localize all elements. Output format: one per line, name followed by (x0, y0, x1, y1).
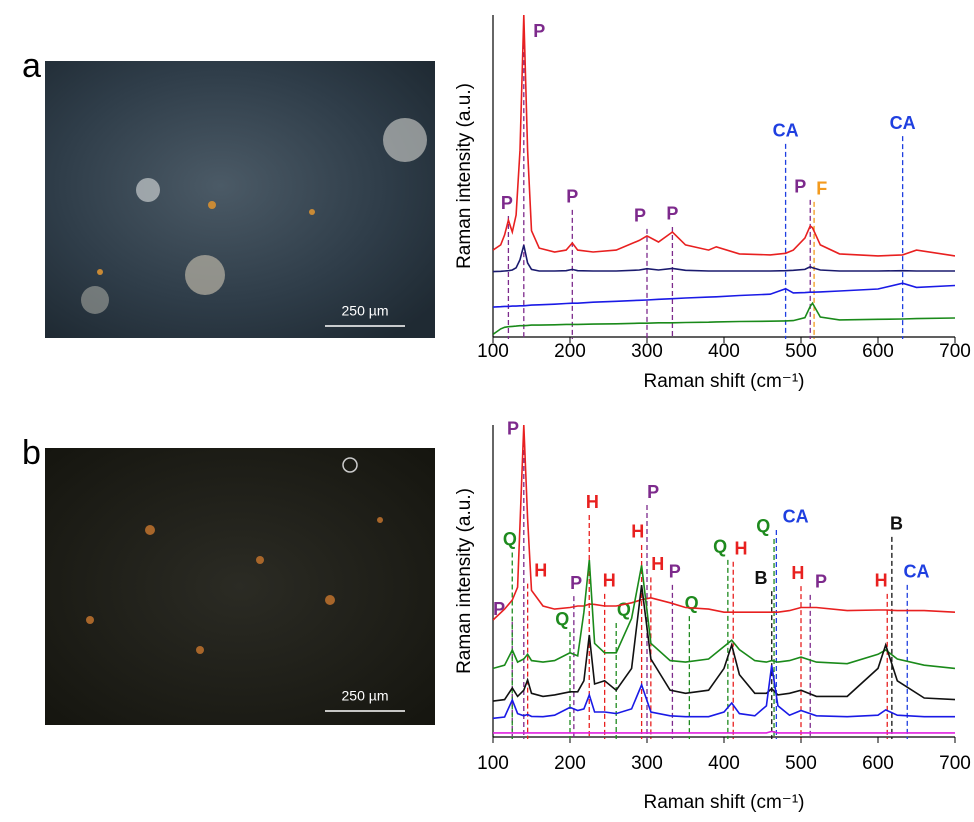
peak-label: P (493, 599, 505, 619)
spectrum (493, 15, 955, 256)
x-tick-label: 700 (939, 341, 971, 362)
peak-label: B (754, 568, 767, 588)
x-tick-label: 600 (862, 341, 894, 362)
scale-bar-label: 250 µm (342, 688, 389, 704)
peak-label: P (647, 482, 659, 502)
spectrum (493, 585, 955, 701)
x-tick-label: 200 (554, 753, 586, 774)
peak-label: CA (904, 562, 930, 582)
peak-label: Q (555, 609, 569, 629)
x-tick-label: 400 (708, 341, 740, 362)
spectrum (493, 665, 955, 718)
peak-label: H (651, 554, 664, 574)
spectrum (493, 731, 955, 733)
x-tick-label: 100 (477, 753, 509, 774)
peak-label: Q (503, 529, 517, 549)
peak-label: Q (685, 593, 699, 613)
peak-label: P (570, 573, 582, 593)
peak-label: H (734, 539, 747, 559)
spectrum (493, 425, 955, 620)
peak-label: CA (783, 507, 809, 527)
peak-label: H (603, 571, 616, 591)
peak-label: P (501, 193, 513, 213)
spectrum (493, 303, 955, 334)
x-tick-label: 500 (785, 341, 817, 362)
x-tick-label: 400 (708, 753, 740, 774)
peak-label: H (586, 492, 599, 512)
x-tick-label: 600 (862, 753, 894, 774)
panel-label: a (22, 47, 41, 85)
peak-label: P (566, 187, 578, 207)
peak-label: H (875, 571, 888, 591)
peak-label: P (507, 419, 519, 439)
x-tick-label: 300 (631, 753, 663, 774)
peak-label: P (794, 177, 806, 197)
scale-bar-label: 250 µm (342, 303, 389, 319)
peak-label: CA (890, 113, 916, 133)
y-axis-label: Raman intensity (a.u.) (454, 83, 475, 269)
peak-label: Q (756, 516, 770, 536)
spectrum (493, 283, 955, 307)
peak-label: H (534, 560, 547, 580)
peak-label: P (533, 21, 545, 41)
peak-label: CA (773, 121, 799, 141)
peak-label: P (634, 206, 646, 226)
peak-label: Q (713, 537, 727, 557)
peak-label: H (791, 563, 804, 583)
x-tick-label: 500 (785, 753, 817, 774)
peak-label: B (890, 514, 903, 534)
peak-label: P (669, 562, 681, 582)
peak-label: P (666, 204, 678, 224)
figure: a b 250 µm 250 µm 100 200 300 400 500 600 700 R… (0, 0, 974, 817)
panel-label: b (22, 434, 41, 472)
x-axis-label: Raman shift (cm⁻¹) (644, 371, 805, 392)
x-tick-label: 300 (631, 341, 663, 362)
x-tick-label: 700 (939, 753, 971, 774)
peak-label: F (816, 179, 827, 199)
x-tick-label: 200 (554, 341, 586, 362)
micrograph-a (45, 61, 435, 338)
y-axis-label: Raman intensity (a.u.) (454, 488, 475, 674)
peak-label: P (815, 572, 827, 592)
x-tick-label: 100 (477, 341, 509, 362)
x-axis-label: Raman shift (cm⁻¹) (644, 792, 805, 813)
micrograph-b (45, 448, 435, 725)
peak-label: H (631, 522, 644, 542)
